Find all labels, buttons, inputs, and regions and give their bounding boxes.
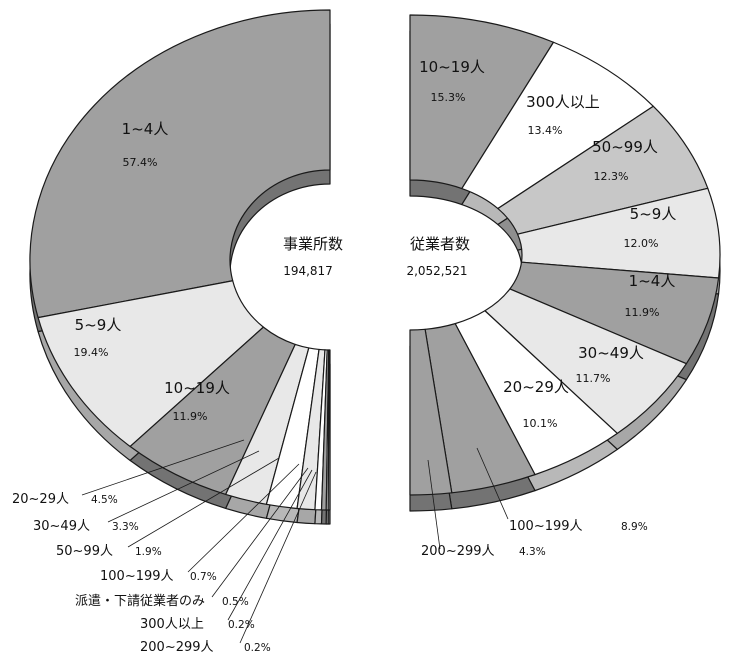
right-pct-1-4: 11.9%: [625, 306, 660, 319]
left-callout-haken-pct: 0.5%: [222, 596, 249, 608]
leader-r-200-299: [427, 459, 441, 550]
left-slice-0: [29, 9, 331, 319]
right-callout-200-299-pct: 4.3%: [519, 546, 546, 558]
right-label-20-29: 20~29人: [503, 378, 569, 396]
leader-30-49: [107, 450, 260, 523]
right-pct-10-19: 15.3%: [431, 91, 466, 104]
right-label-1-4: 1~4人: [629, 272, 676, 290]
right-ring: [409, 14, 721, 496]
right-center-total: 2,052,521: [406, 264, 467, 278]
right-pct-50-99: 12.3%: [594, 170, 629, 183]
right-label-30-49: 30~49人: [578, 344, 644, 362]
right-pct-300: 13.4%: [528, 124, 563, 137]
right-callout-200-299: 200~299人: [421, 544, 495, 559]
left-callout-300-pct: 0.2%: [228, 619, 255, 631]
left-label-10-19: 10~19人: [164, 379, 230, 397]
left-slice-9: [327, 349, 331, 511]
left-callout-haken: 派遣・下請従業者のみ: [75, 593, 205, 609]
left-slice-1: [37, 280, 264, 448]
right-slice-8: [409, 328, 453, 496]
right-pct-5-9: 12.0%: [624, 237, 659, 250]
leader-100-199: [187, 463, 300, 573]
left-callout-30-49: 30~49人: [33, 519, 90, 534]
leader-20-29: [81, 439, 245, 496]
left-center-title: 事業所数: [283, 235, 343, 253]
left-callout-50-99-pct: 1.9%: [135, 546, 162, 558]
right-label-50-99: 50~99人: [592, 138, 658, 156]
right-center-title: 従業者数: [410, 235, 470, 253]
left-ring: [29, 9, 331, 511]
right-pct-30-49: 11.7%: [576, 372, 611, 385]
left-pct-5-9: 19.4%: [74, 346, 109, 359]
left-label-5-9: 5~9人: [75, 316, 122, 334]
left-callout-200-299-pct: 0.2%: [244, 642, 271, 654]
left-callout-300: 300人以上: [140, 617, 204, 632]
right-callout-100-199: 100~199人: [509, 519, 583, 534]
left-callout-200-299: 200~299人: [140, 640, 214, 655]
leader-lines: [81, 439, 509, 644]
right-label-5-9: 5~9人: [630, 205, 677, 223]
left-callout-100-199-pct: 0.7%: [190, 571, 217, 583]
left-callout-100-199: 100~199人: [100, 569, 174, 584]
left-callout-30-49-pct: 3.3%: [112, 521, 139, 533]
leader-haken: [211, 467, 309, 598]
left-callout-20-29-pct: 4.5%: [91, 494, 118, 506]
leader-200-299: [239, 471, 317, 644]
left-label-1-4: 1~4人: [122, 120, 169, 138]
left-pct-1-4: 57.4%: [123, 156, 158, 169]
left-center-total: 194,817: [283, 264, 333, 278]
right-label-300: 300人以上: [526, 93, 600, 111]
left-callout-50-99: 50~99人: [56, 544, 113, 559]
left-callout-20-29: 20~29人: [12, 492, 69, 507]
leader-r-100-199: [476, 447, 509, 520]
leader-300: [227, 469, 313, 621]
right-pct-20-29: 10.1%: [523, 417, 558, 430]
right-label-10-19: 10~19人: [419, 58, 485, 76]
leader-50-99: [127, 457, 280, 548]
left-pct-10-19: 11.9%: [173, 410, 208, 423]
right-callout-100-199-pct: 8.9%: [621, 521, 648, 533]
